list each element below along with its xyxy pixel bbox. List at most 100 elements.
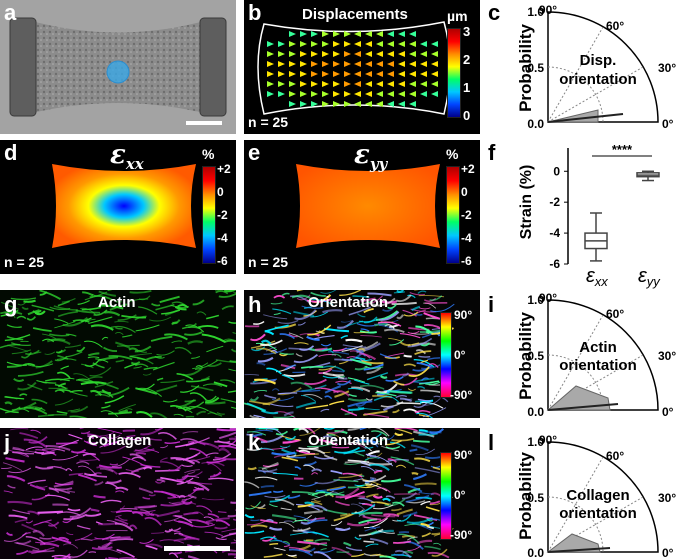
fiber-stroke: [425, 381, 442, 385]
fiber-stroke: [245, 501, 261, 510]
fiber-stroke: [68, 472, 84, 476]
fiber-stroke: [217, 510, 227, 514]
fiber-stroke: [382, 307, 394, 312]
fiber-stroke: [234, 556, 236, 559]
displacement-arrow: [278, 51, 285, 57]
displacement-arrow: [267, 41, 274, 47]
fiber-stroke: [426, 517, 433, 522]
fiber-stroke: [31, 398, 48, 405]
radial-tick-l-1: 1.0: [527, 435, 544, 449]
fiber-stroke: [292, 527, 311, 532]
fiber-stroke: [402, 309, 417, 317]
fiber-stroke: [357, 347, 366, 353]
fiber-stroke: [87, 376, 103, 380]
displacement-arrow: [431, 91, 438, 97]
displacement-arrow: [420, 81, 427, 87]
fiber-stroke: [282, 438, 300, 444]
fiber-stroke: [353, 379, 370, 385]
fiber-stroke: [425, 506, 440, 512]
fiber-stroke: [345, 546, 363, 552]
fiber-stroke: [295, 453, 319, 457]
fiber-stroke: [63, 513, 88, 521]
fiber-stroke: [39, 536, 52, 540]
fiber-stroke: [365, 441, 379, 448]
fiber-stroke: [55, 349, 63, 354]
fiber-stroke: [281, 292, 290, 297]
displacement-arrow: [365, 71, 372, 77]
fiber-stroke: [17, 381, 37, 391]
fiber-stroke: [12, 509, 31, 515]
fiber-stroke: [264, 394, 277, 399]
fiber-stroke: [331, 491, 340, 495]
fiber-stroke: [138, 505, 158, 509]
displacement-arrow: [333, 51, 340, 57]
fiber-stroke: [403, 311, 419, 317]
fiber-stroke: [110, 505, 126, 513]
fiber-stroke: [94, 380, 114, 388]
fiber-stroke: [414, 350, 432, 355]
fiber-stroke: [192, 299, 205, 306]
fiber-stroke: [291, 491, 318, 496]
fiber-stroke: [354, 484, 364, 487]
fiber-stroke: [227, 290, 236, 292]
fiber-stroke: [400, 397, 413, 403]
fiber-stroke: [260, 434, 284, 444]
fiber-stroke: [322, 309, 343, 314]
panel-letter-d: d: [4, 140, 18, 165]
fiber-stroke: [104, 395, 125, 404]
fiber-stroke: [396, 402, 421, 405]
displacement-arrow: [365, 51, 372, 57]
fiber-stroke: [182, 500, 193, 505]
fiber-stroke: [418, 492, 434, 495]
fiber-stroke: [397, 533, 420, 545]
fiber-stroke: [249, 414, 260, 418]
fiber-stroke: [176, 477, 194, 485]
fiber-stroke: [215, 537, 227, 540]
fiber-stroke: [129, 524, 138, 530]
fiber-stroke: [279, 352, 294, 355]
fiber-stroke: [365, 453, 376, 457]
fiber-stroke: [129, 355, 147, 361]
fiber-stroke: [35, 360, 53, 369]
fiber-stroke: [323, 428, 336, 430]
polar-chart-c: Probability 90° 60° 30° 0° 1.0 0.5 0.0 D…: [516, 3, 676, 131]
displacement-arrow: [431, 81, 438, 87]
fiber-stroke: [187, 481, 210, 492]
collagen-image: [1, 428, 236, 559]
fiber-stroke: [27, 510, 40, 516]
fiber-stroke: [133, 366, 142, 369]
fiber-stroke: [124, 363, 138, 369]
scale-bar: [164, 546, 230, 551]
fiber-stroke: [221, 305, 234, 311]
fiber-stroke: [396, 508, 413, 516]
displacement-arrow: [376, 81, 383, 87]
displacement-arrow: [409, 41, 416, 47]
fiber-stroke: [284, 435, 297, 441]
fiber-stroke: [159, 295, 180, 304]
fiber-stroke: [170, 457, 196, 465]
fiber-stroke: [317, 542, 328, 546]
fiber-stroke: [376, 487, 391, 493]
fiber-stroke: [246, 402, 267, 412]
fiber-stroke: [320, 548, 327, 551]
fiber-stroke: [335, 487, 360, 499]
radial-tick-i-1: 1.0: [527, 293, 544, 307]
fiber-stroke: [255, 347, 277, 355]
fiber-stroke: [68, 433, 83, 440]
y-tick-label: -4: [549, 226, 560, 240]
fiber-stroke: [322, 365, 346, 372]
fiber-stroke: [76, 461, 90, 465]
displacement-arrow: [278, 41, 285, 47]
fiber-stroke: [134, 363, 149, 368]
displacement-arrow: [289, 31, 296, 37]
fiber-stroke: [368, 428, 390, 437]
angle-label-0: 0°: [662, 117, 674, 131]
fiber-stroke: [194, 359, 218, 370]
fiber-stroke: [391, 507, 402, 512]
fiber-stroke: [296, 389, 321, 392]
fiber-stroke: [32, 530, 45, 537]
fiber-stroke: [414, 467, 440, 474]
panel-letter-k: k: [248, 430, 261, 455]
fiber-stroke: [203, 516, 214, 521]
fiber-stroke: [233, 539, 236, 542]
